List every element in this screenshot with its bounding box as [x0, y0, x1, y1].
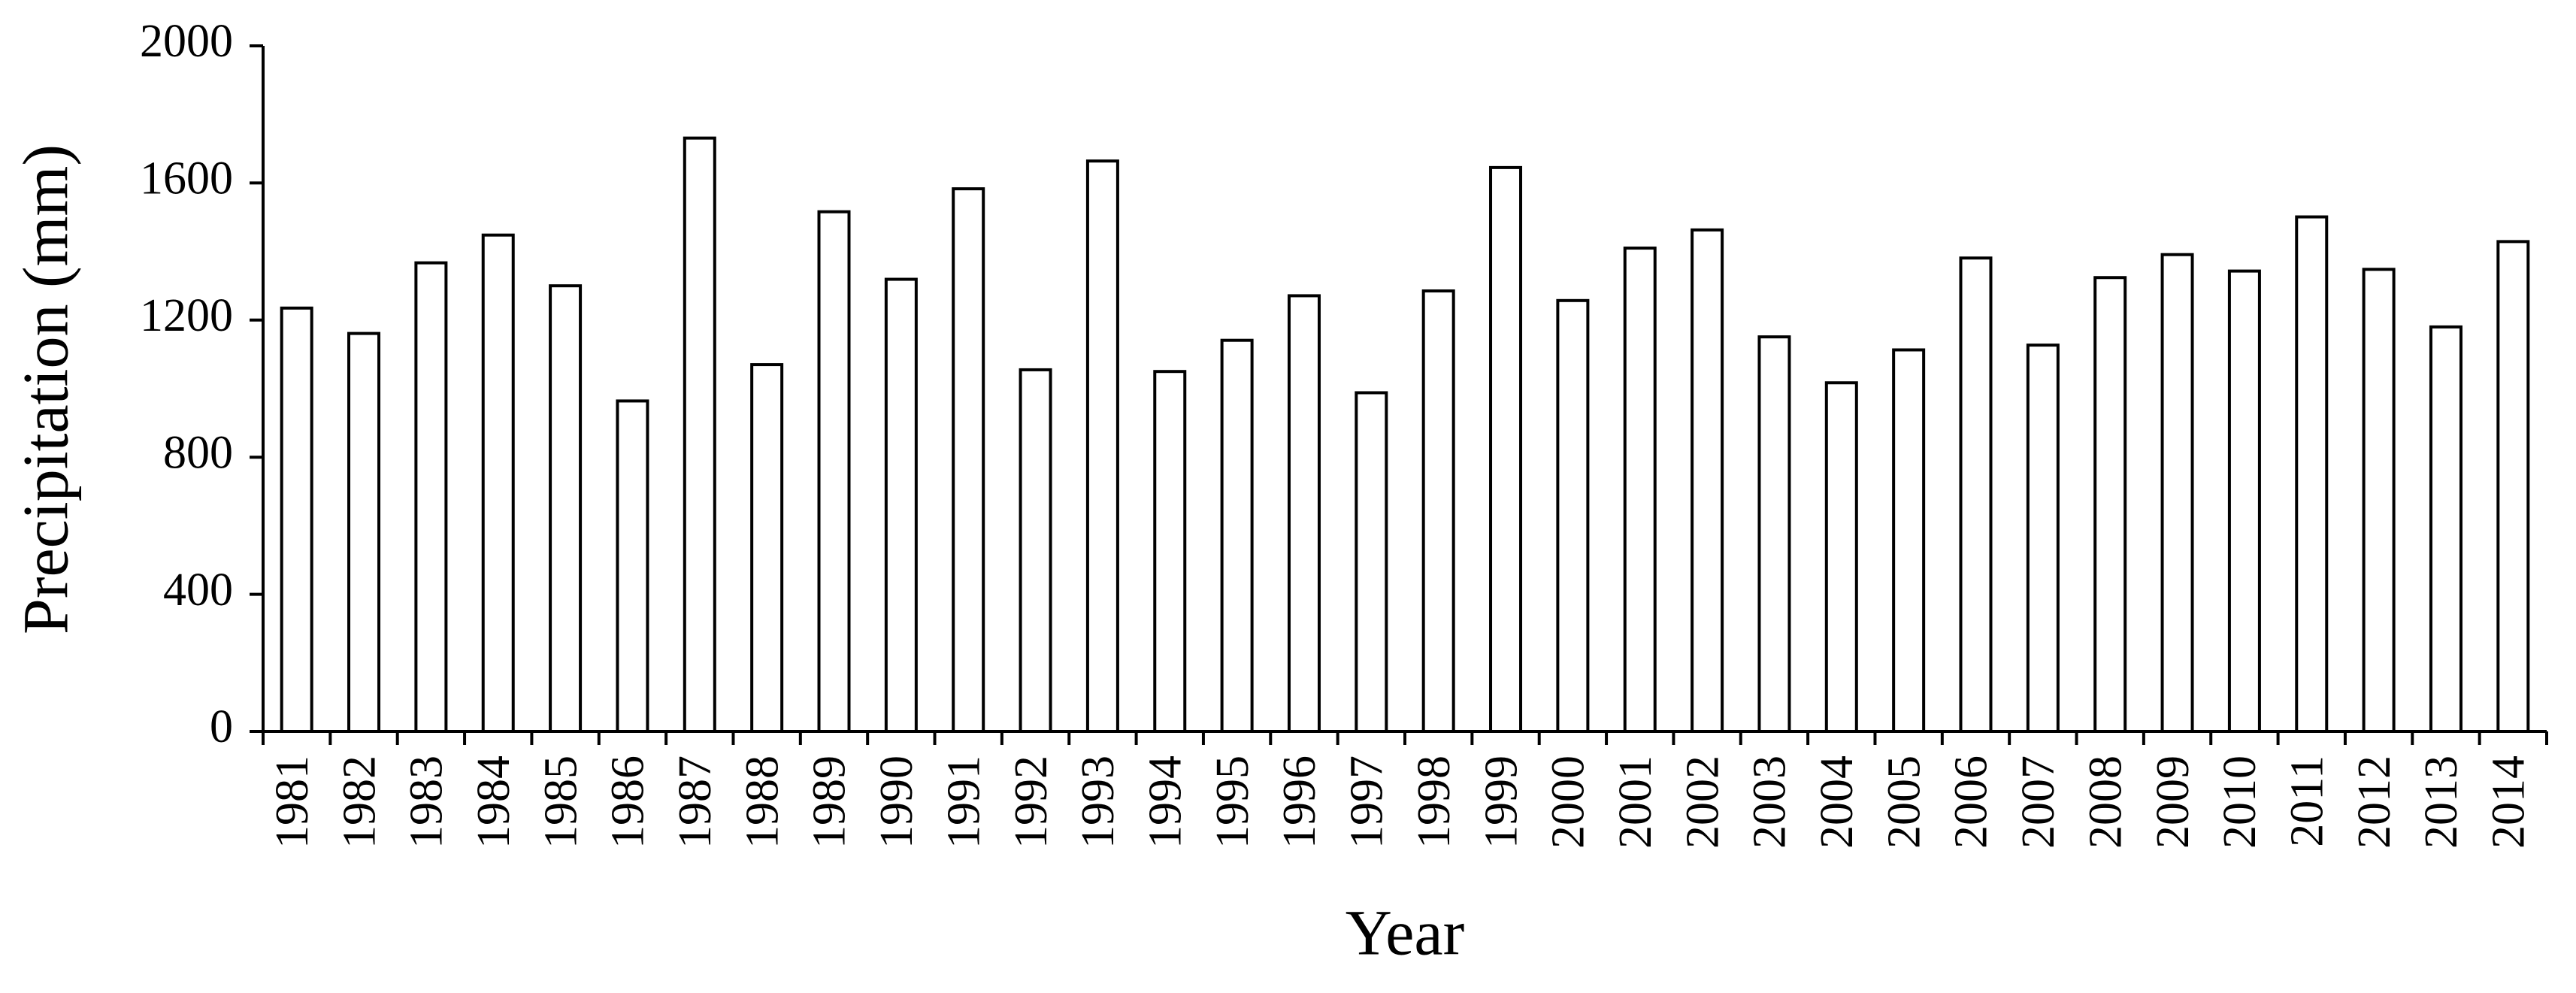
bar: [952, 187, 985, 734]
x-tick-label: 1997: [1342, 755, 1393, 849]
bar: [481, 233, 515, 734]
bar: [1959, 256, 1993, 734]
x-tick-label: 2003: [1745, 755, 1796, 849]
x-tick-label: 2011: [2281, 755, 2332, 847]
x-tick-label: 1995: [1207, 755, 1258, 849]
bar: [1892, 348, 1926, 733]
x-tick-label: 1987: [670, 755, 721, 849]
x-tick-label: 1989: [804, 755, 855, 849]
bar: [1421, 289, 1455, 734]
bar: [2227, 269, 2261, 734]
x-tick-label: 1999: [1476, 755, 1527, 849]
bar: [884, 277, 918, 733]
y-tick-label: 800: [163, 427, 233, 478]
bar: [1019, 368, 1052, 733]
x-tick-label: 2006: [1946, 755, 1997, 849]
bar: [750, 363, 784, 733]
x-tick-label: 1981: [267, 755, 318, 849]
x-tick-label: 2008: [2080, 755, 2131, 849]
bar: [2295, 215, 2329, 733]
bar: [1287, 294, 1321, 733]
bar: [280, 306, 313, 733]
x-tick-label: 2014: [2484, 755, 2535, 849]
x-tick-label: 1986: [603, 755, 654, 849]
x-tick-label: 2001: [1610, 755, 1661, 849]
y-tick-label: 1200: [140, 290, 233, 341]
bar: [2026, 344, 2060, 733]
x-tick-label: 1998: [1409, 755, 1460, 849]
x-tick-label: 2002: [1677, 755, 1728, 849]
y-tick-label: 2000: [140, 16, 233, 67]
bar: [1489, 165, 1523, 733]
x-tick-label: 2004: [1812, 755, 1863, 849]
x-tick-label: 1985: [535, 755, 586, 849]
bar: [1355, 391, 1388, 733]
bar: [1623, 247, 1657, 734]
x-tick-label: 1991: [938, 755, 989, 849]
bar: [1824, 381, 1858, 733]
bar: [2429, 325, 2462, 734]
x-tick-label: 2007: [2013, 755, 2064, 849]
y-tick-label: 0: [210, 701, 233, 752]
x-tick-label: 2005: [1878, 755, 1930, 849]
x-tick-label: 1983: [401, 755, 453, 849]
bar: [2362, 268, 2396, 733]
bar: [2160, 253, 2194, 734]
x-axis-title: Year: [1346, 897, 1464, 969]
x-tick-label: 1988: [737, 755, 788, 849]
bar: [2093, 276, 2127, 734]
bar: [1220, 338, 1254, 734]
x-tick-label: 2010: [2214, 755, 2266, 849]
y-tick-label: 1600: [140, 153, 233, 204]
y-axis-title: Precipitation (mm): [10, 144, 82, 634]
bar: [414, 261, 448, 733]
x-tick-label: 2013: [2416, 755, 2467, 849]
bar: [2496, 240, 2530, 734]
bar: [1556, 298, 1590, 734]
bar: [1085, 159, 1119, 733]
x-tick-label: 2009: [2148, 755, 2199, 849]
bar: [347, 332, 381, 734]
bar: [817, 210, 851, 734]
x-tick-label: 2012: [2349, 755, 2400, 849]
x-tick-label: 1990: [871, 755, 922, 849]
x-tick-label: 2000: [1543, 755, 1594, 849]
bar: [683, 136, 716, 733]
x-tick-label: 1982: [334, 755, 385, 849]
x-tick-label: 1993: [1073, 755, 1124, 849]
bar: [1691, 228, 1724, 733]
x-tick-label: 1996: [1274, 755, 1325, 849]
y-tick-label: 400: [163, 565, 233, 616]
bar: [1757, 335, 1791, 734]
x-tick-label: 1984: [468, 755, 519, 849]
x-tick-label: 1992: [1006, 755, 1057, 849]
bar: [549, 284, 583, 733]
bar: [616, 399, 649, 734]
x-tick-label: 1994: [1140, 755, 1191, 849]
bar: [1153, 370, 1187, 733]
